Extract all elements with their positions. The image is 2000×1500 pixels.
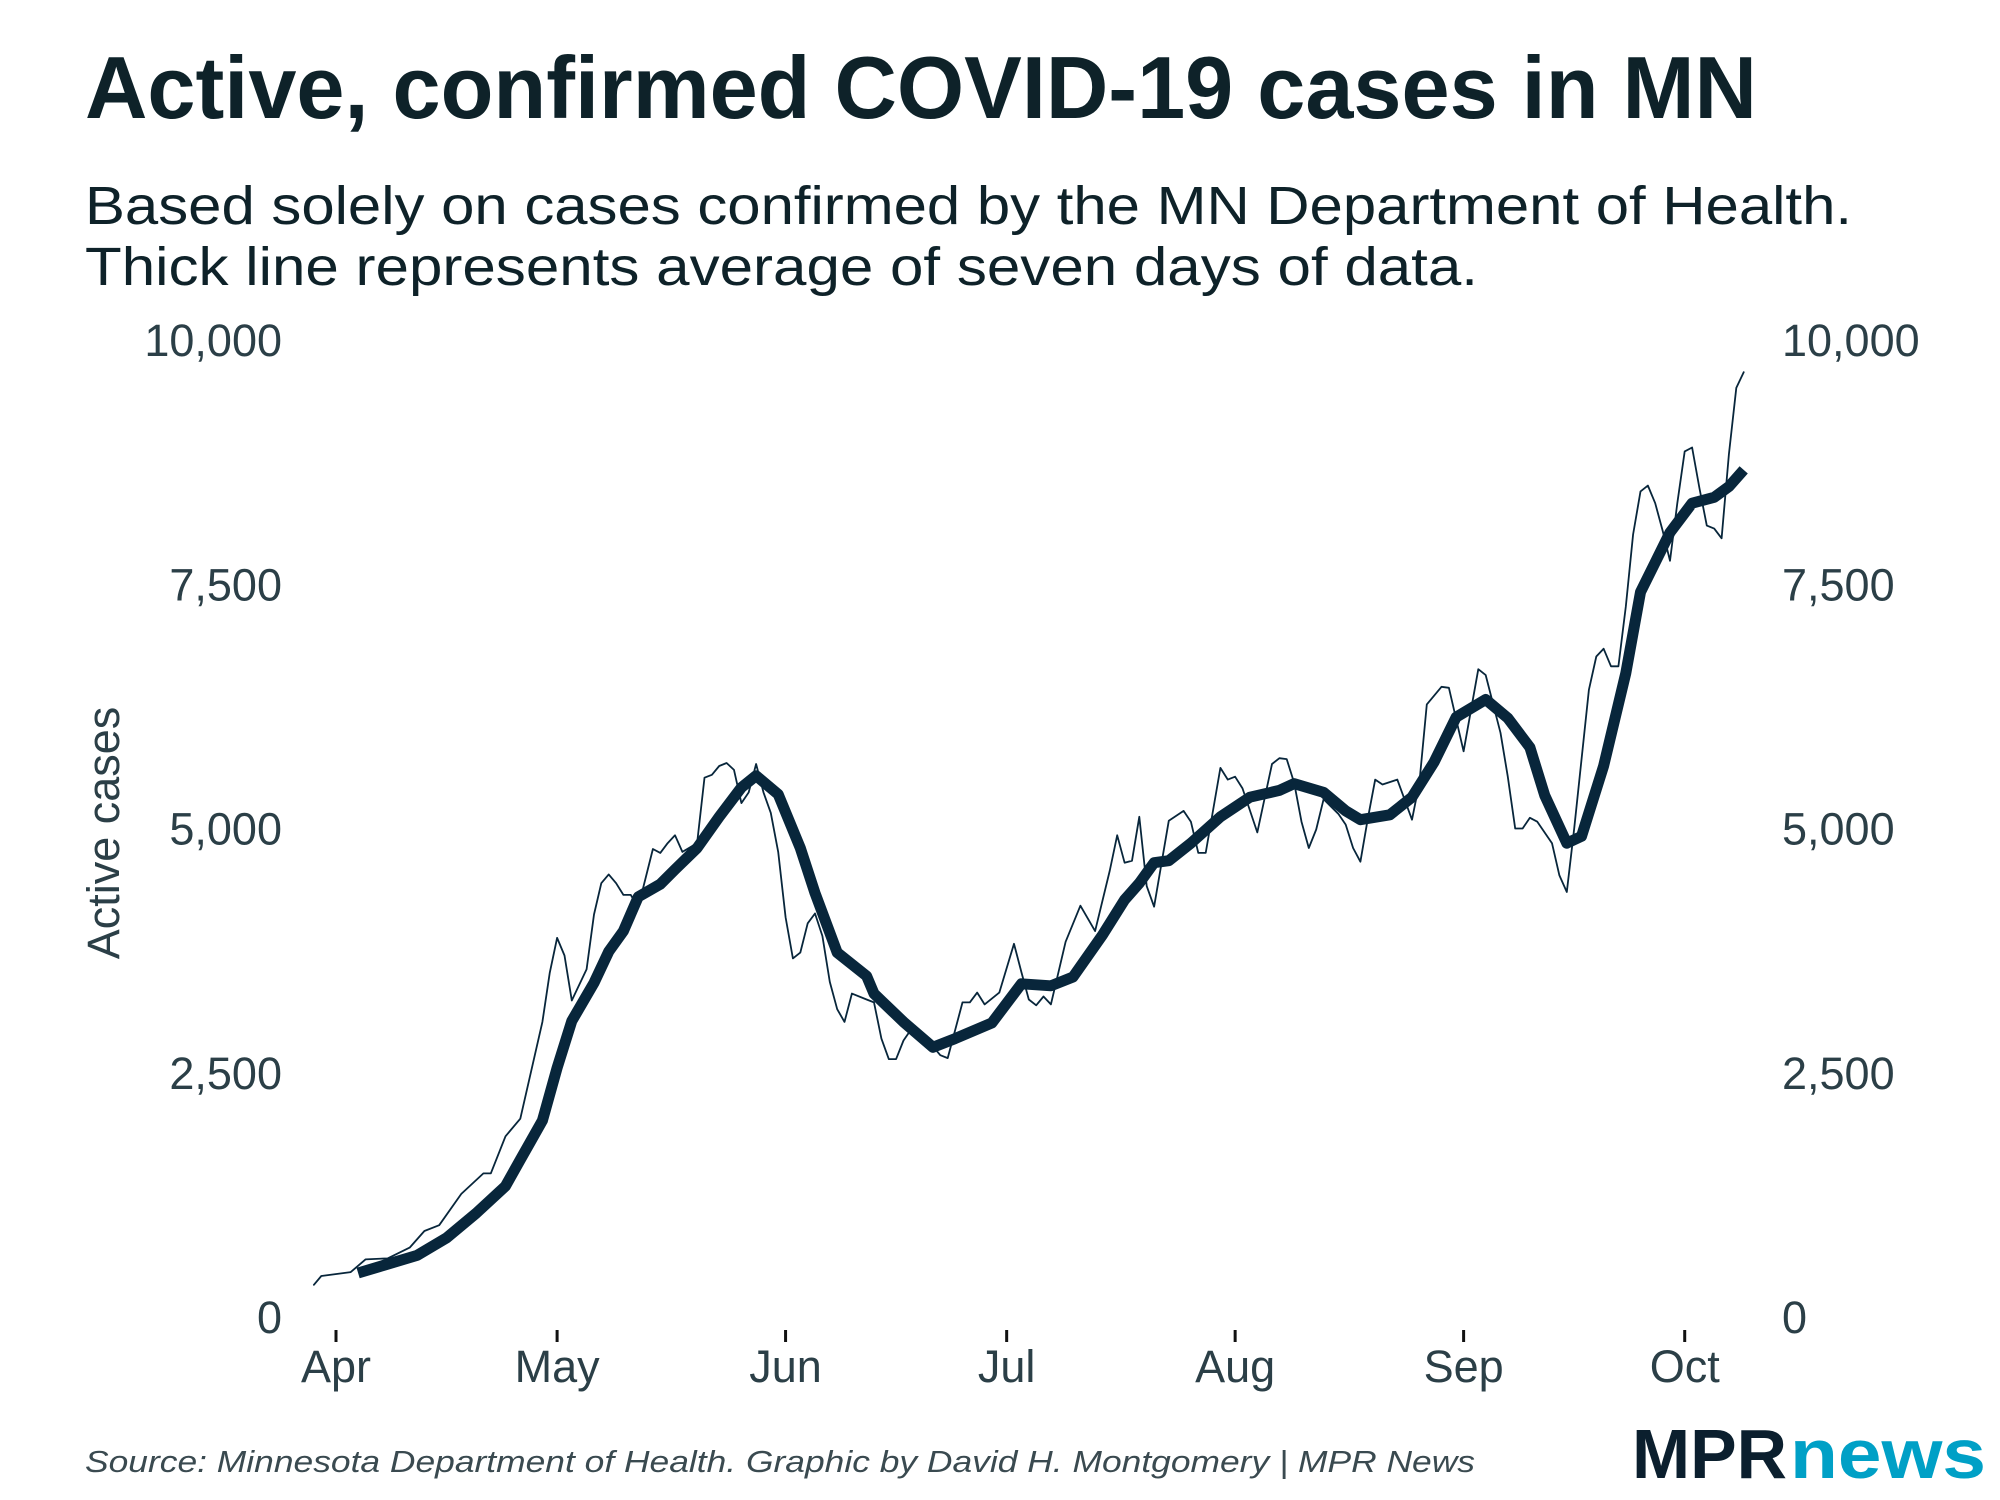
x-tick-label: Jul <box>978 1341 1036 1392</box>
x-tick-label: May <box>515 1341 601 1392</box>
y-tick-label-right: 10,000 <box>1782 315 1920 366</box>
y-tick-label-left: 7,500 <box>169 559 282 610</box>
x-tick-label: Jun <box>749 1341 822 1392</box>
y-tick-label-right: 2,500 <box>1782 1048 1895 1099</box>
chart-subtitle-line-2: Thick line represents average of seven d… <box>85 237 1478 297</box>
source-note: Source: Minnesota Department of Health. … <box>85 1444 1475 1479</box>
y-ticks-left: 0 2,500 5,000 7,500 10,000 <box>144 315 282 1343</box>
chart-title: Active, confirmed COVID-19 cases in MN <box>85 38 1757 137</box>
plot-lines <box>313 371 1748 1286</box>
y-tick-label-right: 0 <box>1782 1292 1807 1343</box>
y-axis-title: Active cases <box>78 707 129 960</box>
seven-day-average-line <box>356 466 1748 1279</box>
mpr-news-logo: MPR news <box>1632 1415 1986 1493</box>
y-tick-label-left: 2,500 <box>169 1048 282 1099</box>
logo-news: news <box>1790 1415 1986 1493</box>
chart-subtitle-line-1: Based solely on cases confirmed by the M… <box>85 176 1852 236</box>
x-ticks: Apr May Jun Jul Aug Sep Oct <box>301 1330 1720 1392</box>
x-tick-label: Apr <box>301 1341 371 1392</box>
x-tick-label: Oct <box>1650 1341 1721 1392</box>
x-tick-label: Aug <box>1195 1341 1275 1392</box>
y-tick-label-left: 5,000 <box>169 804 282 855</box>
logo-mpr: MPR <box>1632 1415 1787 1493</box>
y-tick-label-left: 10,000 <box>144 315 282 366</box>
y-tick-label-right: 5,000 <box>1782 804 1895 855</box>
x-tick-label: Sep <box>1424 1341 1504 1392</box>
y-ticks-right: 0 2,500 5,000 7,500 10,000 <box>1782 315 1920 1343</box>
y-tick-label-left: 0 <box>257 1292 282 1343</box>
y-tick-label-right: 7,500 <box>1782 559 1895 610</box>
